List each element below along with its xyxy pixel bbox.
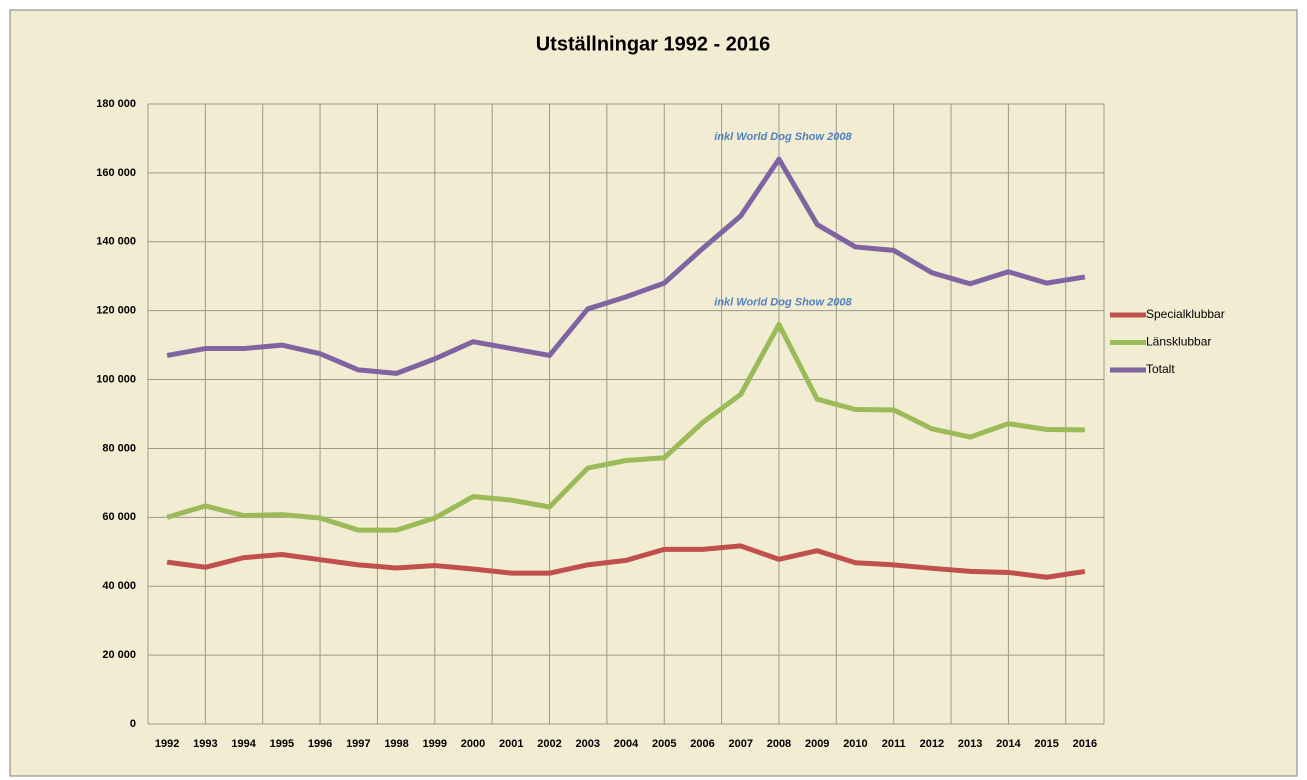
- y-tick-label: 180 000: [96, 98, 136, 110]
- y-tick-label: 20 000: [102, 649, 136, 661]
- chart-frame: [9, 9, 1298, 777]
- y-tick-label: 160 000: [96, 167, 136, 179]
- x-tick-label: 2006: [690, 738, 714, 750]
- x-tick-label: 2007: [728, 738, 752, 750]
- x-tick-label: 1992: [155, 738, 179, 750]
- annotation: inkl World Dog Show 2008: [714, 131, 852, 143]
- chart-title: Utställningar 1992 - 2016: [536, 33, 771, 55]
- y-tick-label: 140 000: [96, 236, 136, 248]
- x-tick-label: 1996: [308, 738, 332, 750]
- x-tick-label: 1997: [346, 738, 370, 750]
- x-tick-label: 2002: [537, 738, 561, 750]
- legend-label: Länsklubbar: [1146, 335, 1211, 349]
- x-tick-label: 2011: [882, 738, 906, 750]
- y-tick-label: 0: [130, 718, 136, 730]
- legend-label: Totalt: [1146, 362, 1175, 376]
- x-tick-label: 1998: [384, 738, 408, 750]
- series-line: [166, 321, 1085, 533]
- x-tick-label: 2008: [767, 738, 791, 750]
- x-tick-label: 2003: [576, 738, 600, 750]
- legend-label: Specialklubbar: [1146, 307, 1225, 321]
- x-tick-label: 2005: [652, 738, 676, 750]
- series-line: [166, 156, 1086, 376]
- x-tick-label: 1994: [231, 738, 256, 750]
- y-tick-label: 120 000: [96, 305, 136, 317]
- x-tick-label: 2012: [920, 738, 944, 750]
- annotation: inkl World Dog Show 2008: [714, 296, 852, 308]
- x-tick-label: 2015: [1034, 738, 1058, 750]
- x-tick-label: 1993: [193, 738, 217, 750]
- y-tick-label: 40 000: [102, 580, 136, 592]
- y-tick-label: 100 000: [96, 373, 136, 385]
- x-tick-label: 2004: [614, 738, 639, 750]
- x-tick-label: 2013: [958, 738, 982, 750]
- y-tick-label: 80 000: [102, 442, 136, 454]
- y-tick-label: 60 000: [102, 511, 136, 523]
- x-tick-label: 2009: [805, 738, 829, 750]
- x-tick-label: 1999: [423, 738, 447, 750]
- series-line: [166, 543, 1086, 580]
- x-tick-label: 2016: [1073, 738, 1097, 750]
- x-tick-label: 2014: [996, 738, 1021, 750]
- x-tick-label: 2001: [499, 738, 523, 750]
- x-tick-label: 2000: [461, 738, 485, 750]
- x-tick-label: 2010: [843, 738, 867, 750]
- x-tick-label: 1995: [270, 738, 294, 750]
